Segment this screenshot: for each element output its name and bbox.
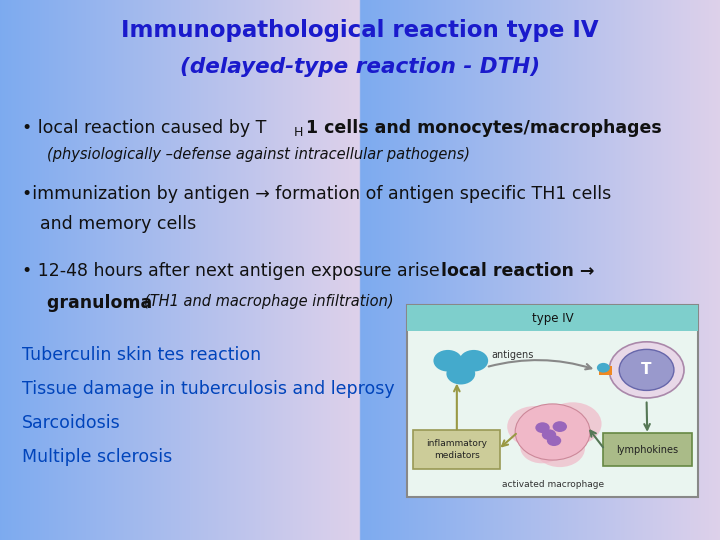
Circle shape bbox=[552, 421, 567, 432]
Circle shape bbox=[544, 402, 601, 446]
FancyBboxPatch shape bbox=[407, 305, 698, 497]
Circle shape bbox=[516, 404, 590, 460]
Text: •immunization by antigen → formation of antigen specific TH1 cells: •immunization by antigen → formation of … bbox=[22, 185, 611, 202]
Text: and memory cells: and memory cells bbox=[40, 215, 196, 233]
Circle shape bbox=[609, 342, 684, 398]
FancyBboxPatch shape bbox=[599, 366, 612, 375]
Circle shape bbox=[619, 349, 674, 390]
FancyBboxPatch shape bbox=[407, 305, 698, 331]
Circle shape bbox=[507, 406, 562, 447]
Text: lymphokines: lymphokines bbox=[616, 444, 678, 455]
Text: local reaction →: local reaction → bbox=[441, 262, 594, 280]
Text: (delayed-type reaction - DTH): (delayed-type reaction - DTH) bbox=[180, 57, 540, 77]
Text: type IV: type IV bbox=[532, 312, 573, 325]
Text: • 12-48 hours after next antigen exposure arise: • 12-48 hours after next antigen exposur… bbox=[22, 262, 445, 280]
Circle shape bbox=[459, 350, 488, 372]
Text: inflammatory
mediators: inflammatory mediators bbox=[426, 440, 487, 460]
Circle shape bbox=[520, 431, 563, 463]
Text: H: H bbox=[294, 126, 303, 139]
Circle shape bbox=[534, 429, 585, 467]
Circle shape bbox=[547, 435, 562, 446]
Circle shape bbox=[535, 422, 550, 433]
Text: Tissue damage in tuberculosis and leprosy: Tissue damage in tuberculosis and lepros… bbox=[22, 380, 395, 397]
Text: (TH1 and macrophage infiltration): (TH1 and macrophage infiltration) bbox=[144, 294, 394, 309]
Circle shape bbox=[433, 350, 462, 372]
Text: Multiple sclerosis: Multiple sclerosis bbox=[22, 448, 172, 465]
FancyBboxPatch shape bbox=[413, 430, 500, 469]
Text: Immunopathological reaction type IV: Immunopathological reaction type IV bbox=[121, 19, 599, 42]
Text: Sarcoidosis: Sarcoidosis bbox=[22, 414, 120, 431]
Text: activated macrophage: activated macrophage bbox=[502, 481, 603, 489]
Circle shape bbox=[446, 363, 475, 384]
Circle shape bbox=[597, 363, 610, 373]
Text: granuloma: granuloma bbox=[47, 294, 158, 312]
Text: (physiologically –defense against intracellular pathogens): (physiologically –defense against intrac… bbox=[47, 147, 470, 163]
FancyBboxPatch shape bbox=[603, 433, 692, 466]
Text: 1 cells and monocytes/macrophages: 1 cells and monocytes/macrophages bbox=[306, 119, 662, 137]
Circle shape bbox=[541, 429, 557, 440]
Text: • local reaction caused by T: • local reaction caused by T bbox=[22, 119, 266, 137]
Text: T: T bbox=[642, 362, 652, 377]
Text: Tuberculin skin tes reaction: Tuberculin skin tes reaction bbox=[22, 346, 261, 363]
Text: antigens: antigens bbox=[491, 350, 534, 360]
